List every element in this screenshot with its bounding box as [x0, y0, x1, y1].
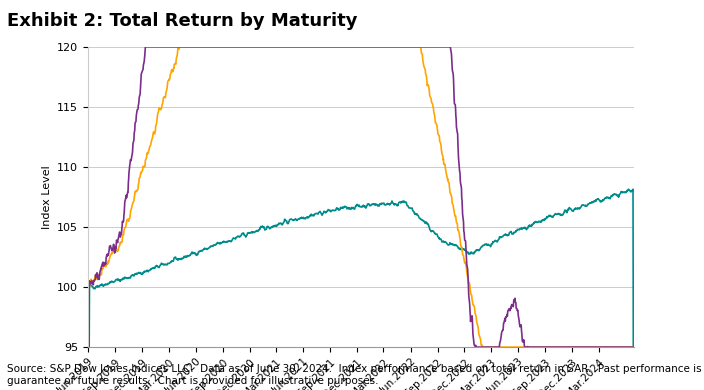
Y-axis label: Index Level: Index Level	[42, 165, 51, 229]
Line: iBoxx Tadawul SAR Government Sukuk 5-10: iBoxx Tadawul SAR Government Sukuk 5-10	[89, 47, 634, 347]
Text: Source: S&P Dow Jones Indices LLC.  Data as of June 30, 2024.  Index performance: Source: S&P Dow Jones Indices LLC. Data …	[7, 365, 704, 386]
Line: iBoxx Tadawul SAR Government Sukuk 0-5: iBoxx Tadawul SAR Government Sukuk 0-5	[89, 189, 634, 347]
Line: iBoxx Tadawul SAR Government Sukuk 10+: iBoxx Tadawul SAR Government Sukuk 10+	[89, 47, 634, 347]
Text: Exhibit 2: Total Return by Maturity: Exhibit 2: Total Return by Maturity	[7, 12, 358, 30]
